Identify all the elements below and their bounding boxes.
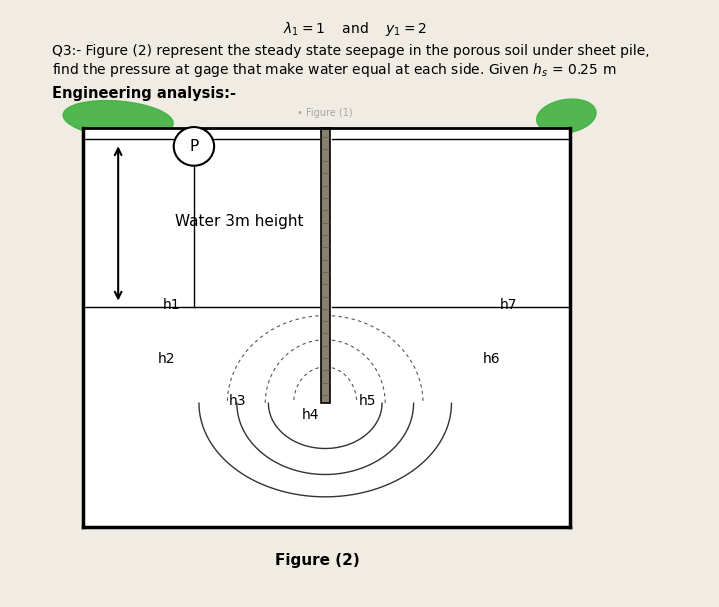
Text: h3: h3 [229, 395, 246, 409]
Bar [83, 128, 569, 527]
Ellipse shape [536, 99, 596, 134]
Text: h1: h1 [162, 298, 180, 313]
Circle shape [174, 127, 214, 166]
Text: Q3:- Figure (2) represent the steady state seepage in the porous soil under shee: Q3:- Figure (2) represent the steady sta… [52, 44, 649, 58]
Ellipse shape [63, 101, 173, 138]
Text: h7: h7 [500, 298, 518, 313]
Text: $\lambda_1 = 1$    and    $y_1 = 2$: $\lambda_1 = 1$ and $y_1 = 2$ [283, 19, 427, 38]
Text: • Figure (1): • Figure (1) [298, 108, 353, 118]
Text: P: P [189, 139, 198, 154]
Text: h4: h4 [302, 408, 319, 422]
Text: find the pressure at gage that make water equal at each side. Given $h_s$ = 0.25: find the pressure at gage that make wate… [52, 61, 616, 80]
Text: Water 3m height: Water 3m height [175, 214, 303, 229]
Bar [321, 128, 329, 403]
Text: Engineering analysis:-: Engineering analysis:- [52, 86, 236, 101]
Text: h6: h6 [483, 352, 500, 366]
Text: Figure (2): Figure (2) [275, 553, 360, 568]
Text: h5: h5 [359, 395, 376, 409]
Text: h2: h2 [158, 352, 175, 366]
